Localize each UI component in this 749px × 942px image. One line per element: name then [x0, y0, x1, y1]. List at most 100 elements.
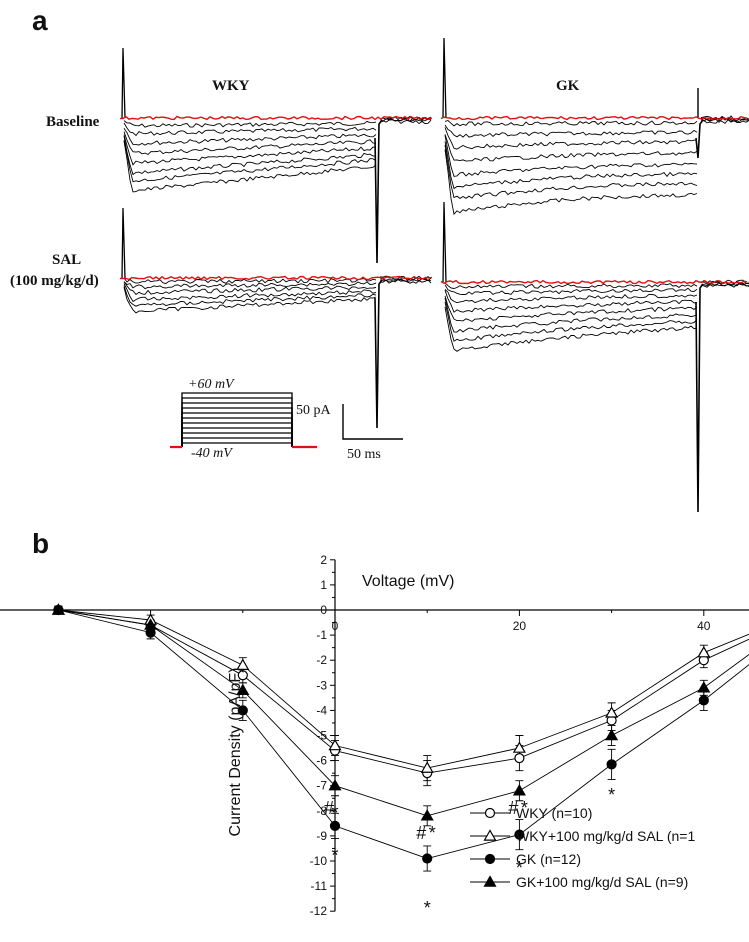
current-trace: [444, 306, 698, 352]
error-bars: [54, 605, 708, 872]
data-point: [328, 778, 342, 791]
y-tick-label: -9: [316, 829, 327, 843]
legend-item: WKY (n=10): [470, 805, 592, 821]
chart-legend: WKY (n=10) WKY+100 mg/kg/d SAL (n=1 GK (n=…: [470, 805, 695, 890]
legend-item: GK (n=12): [470, 851, 581, 867]
current-trace: [444, 297, 698, 333]
current-trace: [444, 145, 698, 199]
current-trace: [123, 281, 377, 296]
current-trace: [123, 287, 377, 314]
protocol-top-label: +60 mV: [188, 377, 235, 392]
y-tick-label: 0: [320, 603, 327, 617]
y-tick-label: -5: [316, 729, 327, 743]
protocol-bottom-label: -40 mV: [191, 446, 233, 461]
significance-mark: #: [324, 798, 334, 818]
legend-marker: [483, 875, 497, 887]
voltage-protocol: +60 mV -40 mV: [170, 377, 317, 461]
significance-mark: *: [516, 858, 523, 878]
y-axis-title: Current Density (pA/pF): [227, 668, 244, 837]
scale-time-label: 50 ms: [347, 447, 381, 462]
panel-a-letter: a: [32, 5, 48, 36]
y-tick-label: -12: [310, 904, 328, 918]
current-trace: [123, 141, 377, 193]
current-trace: [123, 127, 377, 146]
series-line: [58, 609, 749, 769]
wky-group-label: WKY: [212, 78, 250, 94]
current-trace: [444, 124, 698, 138]
series-line: [58, 609, 749, 774]
current-trace: [123, 120, 377, 128]
data-point: [514, 752, 525, 764]
x-tick-label: 20: [513, 619, 527, 633]
tail-transient: [374, 279, 383, 429]
protocol-step: [181, 442, 293, 447]
y-tick-label: -6: [316, 754, 327, 768]
tail-transient: [695, 119, 704, 159]
y-tick-label: -4: [316, 703, 327, 717]
y-tick-label: 1: [320, 578, 327, 592]
y-tick-label: -3: [316, 678, 327, 692]
significance-mark: *: [429, 823, 436, 843]
data-point: [514, 829, 525, 840]
current-trace: [444, 282, 698, 289]
data-point: [422, 853, 433, 864]
legend-label: WKY+100 mg/kg/d SAL (n=1: [516, 828, 695, 844]
series-line: [58, 609, 749, 817]
legend-marker: [483, 829, 497, 841]
data-point: [144, 618, 158, 630]
data-point: [605, 706, 619, 718]
data-point: [420, 761, 434, 773]
legend-item: GK+100 mg/kg/d SAL (n=9): [470, 874, 688, 890]
current-trace: [123, 277, 377, 284]
y-tick-label: -1: [316, 628, 327, 642]
data-point: [697, 681, 711, 693]
current-trace: [444, 119, 698, 127]
protocol-step: [181, 392, 293, 447]
data-point: [697, 645, 711, 658]
baseline-row-label: Baseline: [46, 114, 100, 130]
y-tick-label: -7: [316, 779, 327, 793]
y-tick-label: -8: [316, 804, 327, 818]
current-trace: [123, 136, 377, 176]
legend-label: WKY (n=10): [516, 805, 592, 821]
data-point: [420, 809, 434, 821]
data-point: [236, 683, 250, 696]
current-trace: [444, 149, 698, 216]
data-point: [328, 738, 342, 751]
data-point: [237, 670, 248, 681]
significance-mark: *: [521, 798, 528, 818]
current-trace: [444, 127, 698, 150]
current-trace: [123, 281, 377, 290]
chart-axes: -400204060210-1-2-3-4-5-6-7-8-9-10-11-12: [0, 553, 749, 918]
scale-current-label: 50 pA: [296, 403, 332, 418]
holding-trace: [440, 115, 748, 121]
protocol-steps: [181, 392, 293, 447]
data-point: [512, 784, 526, 796]
data-point: [236, 658, 250, 670]
x-tick-label: 40: [697, 619, 711, 633]
protocol-step: [181, 432, 293, 447]
legend-marker: [484, 807, 496, 819]
current-trace: [444, 135, 698, 177]
significance-mark: *: [331, 803, 338, 823]
legend-label: GK (n=12): [516, 851, 581, 867]
y-tick-label: 2: [320, 553, 327, 567]
current-trace: [123, 122, 377, 137]
gk-group-label: GK: [556, 78, 580, 94]
current-trace: [123, 285, 377, 307]
tail-transient: [374, 119, 383, 264]
significance-mark: *: [424, 898, 431, 918]
tail-trace: [379, 119, 432, 125]
significance-mark: *: [331, 845, 338, 865]
current-trace: [444, 141, 698, 190]
tail-transient: [695, 283, 704, 513]
scale-bar-lines: [342, 404, 403, 440]
tail-trace: [700, 116, 749, 122]
tail-trace: [379, 279, 432, 284]
current-trace: [444, 295, 698, 323]
protocol-step: [181, 402, 293, 447]
current-traces: [119, 37, 749, 513]
x-axis-title: Voltage (mV): [362, 573, 454, 590]
sal-dose-label: (100 mg/kg/d): [10, 273, 99, 289]
